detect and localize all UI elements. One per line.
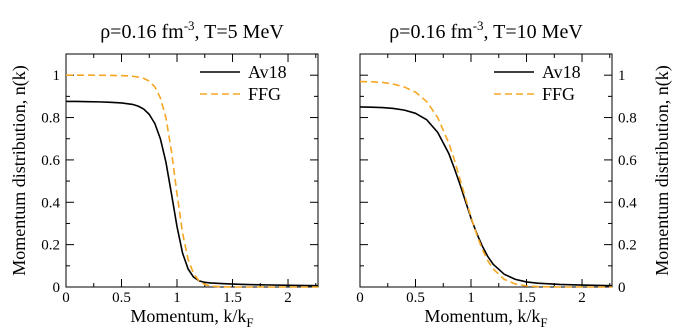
x-tick-label: 1 — [173, 290, 181, 306]
y-tick-label: 1 — [618, 68, 626, 84]
y-tick-label: 0.6 — [41, 153, 60, 169]
legend-label-ffg: FFG — [542, 84, 575, 104]
chart-title: ρ=0.16 fm-3, T=5 MeV — [100, 18, 284, 43]
y-tick-label: 0.4 — [41, 195, 60, 211]
legend-label-av18: Av18 — [542, 62, 581, 82]
x-tick-label: 0 — [356, 290, 364, 306]
x-tick-label: 2 — [284, 290, 292, 306]
y-tick-label: 0.2 — [41, 238, 60, 254]
x-tick-label: 2 — [578, 290, 586, 306]
x-tick-label: 0.5 — [406, 290, 425, 306]
y-tick-label: 0.8 — [618, 111, 637, 127]
y-tick-label: 0.8 — [41, 111, 60, 127]
y-tick-label: 0 — [618, 280, 626, 296]
y-axis-label: Momentum distribution, n(k) — [9, 65, 30, 276]
legend-label-ffg: FFG — [248, 84, 281, 104]
x-tick-label: 0 — [62, 290, 70, 306]
y-axis-label: Momentum distribution, n(k) — [652, 65, 673, 276]
legend-label-av18: Av18 — [248, 62, 287, 82]
x-tick-label: 0.5 — [112, 290, 131, 306]
series-line-av18 — [66, 100, 319, 287]
x-tick-label: 1 — [467, 290, 475, 306]
y-tick-label: 0.2 — [618, 238, 637, 254]
x-tick-label: 1.5 — [223, 290, 242, 306]
y-tick-label: 1 — [53, 68, 61, 84]
x-axis-label: Momentum, k/kF — [424, 306, 547, 330]
plot-frame — [65, 53, 319, 288]
y-tick-label: 0.6 — [618, 153, 637, 169]
plot-frame — [359, 53, 613, 288]
series-line-ffg — [359, 80, 612, 288]
y-tick-label: 0.4 — [618, 195, 637, 211]
x-tick-label: 1.5 — [517, 290, 536, 306]
chart-title: ρ=0.16 fm-3, T=10 MeV — [389, 18, 583, 43]
series-line-ffg — [66, 74, 318, 288]
x-axis-label: Momentum, k/kF — [130, 306, 253, 330]
series-line-av18 — [359, 106, 613, 287]
y-tick-label: 0 — [53, 280, 61, 296]
